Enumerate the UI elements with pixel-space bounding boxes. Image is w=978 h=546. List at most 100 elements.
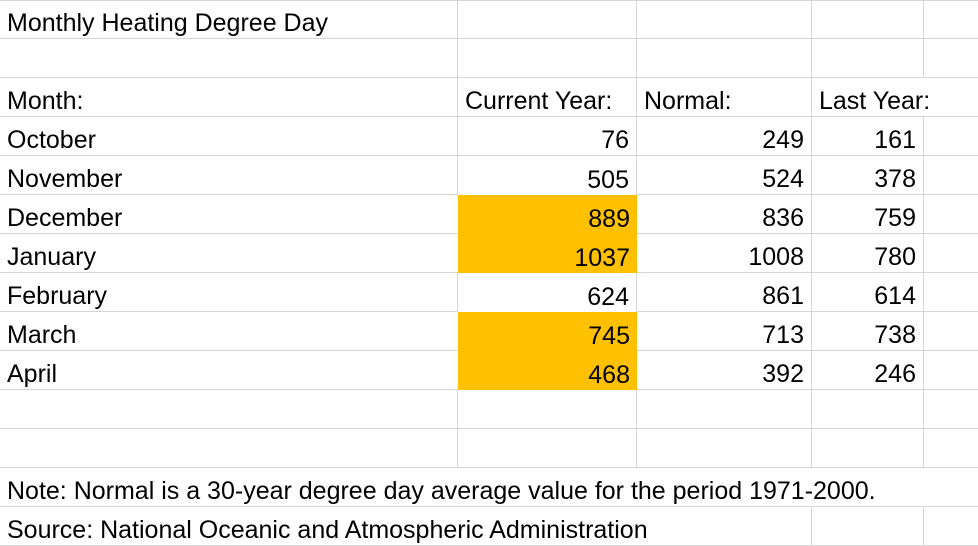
empty-cell[interactable] — [924, 39, 978, 78]
header-last-year-cell[interactable]: Last Year: — [812, 78, 930, 117]
october-normal-cell[interactable]: 249 — [637, 117, 812, 156]
empty-cell[interactable] — [924, 312, 978, 351]
march-last-cell[interactable]: 738 — [812, 312, 924, 351]
empty-cell[interactable] — [637, 507, 812, 546]
header-month-cell[interactable]: Month: — [0, 78, 458, 117]
empty-cell[interactable] — [458, 0, 637, 39]
april-month-cell[interactable]: April — [0, 351, 458, 390]
empty-cell[interactable] — [924, 234, 978, 273]
january-month-cell[interactable]: January — [0, 234, 458, 273]
sheet-title: Monthly Heating Degree Day — [7, 9, 328, 37]
header-current-year-cell[interactable]: Current Year: — [458, 78, 637, 117]
october-current-cell[interactable]: 76 — [458, 117, 637, 156]
month-label: December — [7, 204, 123, 232]
value: 759 — [874, 204, 916, 232]
empty-cell[interactable] — [637, 39, 812, 78]
header-current-year-label: Current Year: — [465, 87, 613, 115]
empty-cell[interactable] — [812, 39, 924, 78]
october-month-cell[interactable]: October — [0, 117, 458, 156]
empty-cell[interactable] — [637, 390, 812, 429]
empty-cell[interactable] — [924, 351, 978, 390]
empty-cell[interactable] — [924, 78, 978, 117]
source-text: Source: National Oceanic and Atmospheric… — [7, 516, 648, 544]
value: 468 — [588, 361, 630, 389]
empty-cell[interactable] — [812, 390, 924, 429]
february-normal-cell[interactable]: 861 — [637, 273, 812, 312]
december-normal-cell[interactable]: 836 — [637, 195, 812, 234]
october-last-cell[interactable]: 161 — [812, 117, 924, 156]
empty-cell[interactable] — [924, 429, 978, 468]
empty-cell[interactable] — [924, 507, 978, 546]
month-label: February — [7, 282, 108, 310]
empty-cell[interactable] — [924, 117, 978, 156]
empty-cell[interactable] — [924, 156, 978, 195]
empty-cell[interactable] — [0, 390, 458, 429]
empty-cell[interactable] — [812, 468, 924, 507]
january-normal-cell[interactable]: 1008 — [637, 234, 812, 273]
march-month-cell[interactable]: March — [0, 312, 458, 351]
empty-cell[interactable] — [637, 429, 812, 468]
empty-cell[interactable] — [812, 429, 924, 468]
february-current-cell[interactable]: 624 — [458, 273, 637, 312]
march-normal-cell[interactable]: 713 — [637, 312, 812, 351]
empty-cell[interactable] — [637, 468, 812, 507]
value: 889 — [588, 205, 630, 233]
december-last-cell[interactable]: 759 — [812, 195, 924, 234]
november-last-cell[interactable]: 378 — [812, 156, 924, 195]
value: 614 — [874, 282, 916, 310]
empty-cell[interactable] — [924, 468, 978, 507]
empty-cell[interactable] — [924, 0, 978, 39]
empty-cell[interactable] — [458, 429, 637, 468]
january-current-cell[interactable]: 1037 — [458, 234, 637, 273]
february-last-cell[interactable]: 614 — [812, 273, 924, 312]
value: 249 — [762, 126, 804, 154]
title-cell[interactable]: Monthly Heating Degree Day — [0, 0, 458, 39]
value: 624 — [587, 283, 629, 311]
empty-cell[interactable] — [637, 0, 812, 39]
empty-cell[interactable] — [812, 507, 924, 546]
value: 76 — [601, 126, 629, 154]
note-cell[interactable]: Note: Normal is a 30-year degree day ave… — [0, 468, 876, 507]
month-label: March — [7, 321, 77, 349]
header-normal-cell[interactable]: Normal: — [637, 78, 812, 117]
value: 738 — [874, 321, 916, 349]
empty-cell[interactable] — [0, 429, 458, 468]
header-month-label: Month: — [7, 87, 84, 115]
december-month-cell[interactable]: December — [0, 195, 458, 234]
value: 392 — [762, 360, 804, 388]
source-cell[interactable]: Source: National Oceanic and Atmospheric… — [0, 507, 648, 546]
month-label: November — [7, 165, 123, 193]
january-last-cell[interactable]: 780 — [812, 234, 924, 273]
november-month-cell[interactable]: November — [0, 156, 458, 195]
april-current-cell[interactable]: 468 — [458, 351, 637, 390]
february-month-cell[interactable]: February — [0, 273, 458, 312]
value: 836 — [762, 204, 804, 232]
april-last-cell[interactable]: 246 — [812, 351, 924, 390]
empty-cell[interactable] — [812, 0, 924, 39]
empty-cell[interactable] — [458, 468, 637, 507]
value: 745 — [588, 322, 630, 350]
empty-cell[interactable] — [924, 273, 978, 312]
value: 246 — [874, 360, 916, 388]
value: 524 — [762, 165, 804, 193]
empty-cell[interactable] — [458, 39, 637, 78]
march-current-cell[interactable]: 745 — [458, 312, 637, 351]
empty-cell[interactable] — [458, 390, 637, 429]
header-last-year-label: Last Year: — [819, 87, 931, 115]
month-label: April — [7, 360, 58, 388]
header-normal-label: Normal: — [644, 87, 732, 115]
december-current-cell[interactable]: 889 — [458, 195, 637, 234]
value: 505 — [587, 166, 629, 194]
value: 861 — [762, 282, 804, 310]
april-normal-cell[interactable]: 392 — [637, 351, 812, 390]
value: 1008 — [748, 243, 804, 271]
value: 161 — [874, 126, 916, 154]
value: 713 — [762, 321, 804, 349]
value: 378 — [874, 165, 916, 193]
empty-cell[interactable] — [924, 390, 978, 429]
november-current-cell[interactable]: 505 — [458, 156, 637, 195]
november-normal-cell[interactable]: 524 — [637, 156, 812, 195]
empty-cell[interactable] — [924, 195, 978, 234]
empty-cell[interactable] — [0, 39, 458, 78]
